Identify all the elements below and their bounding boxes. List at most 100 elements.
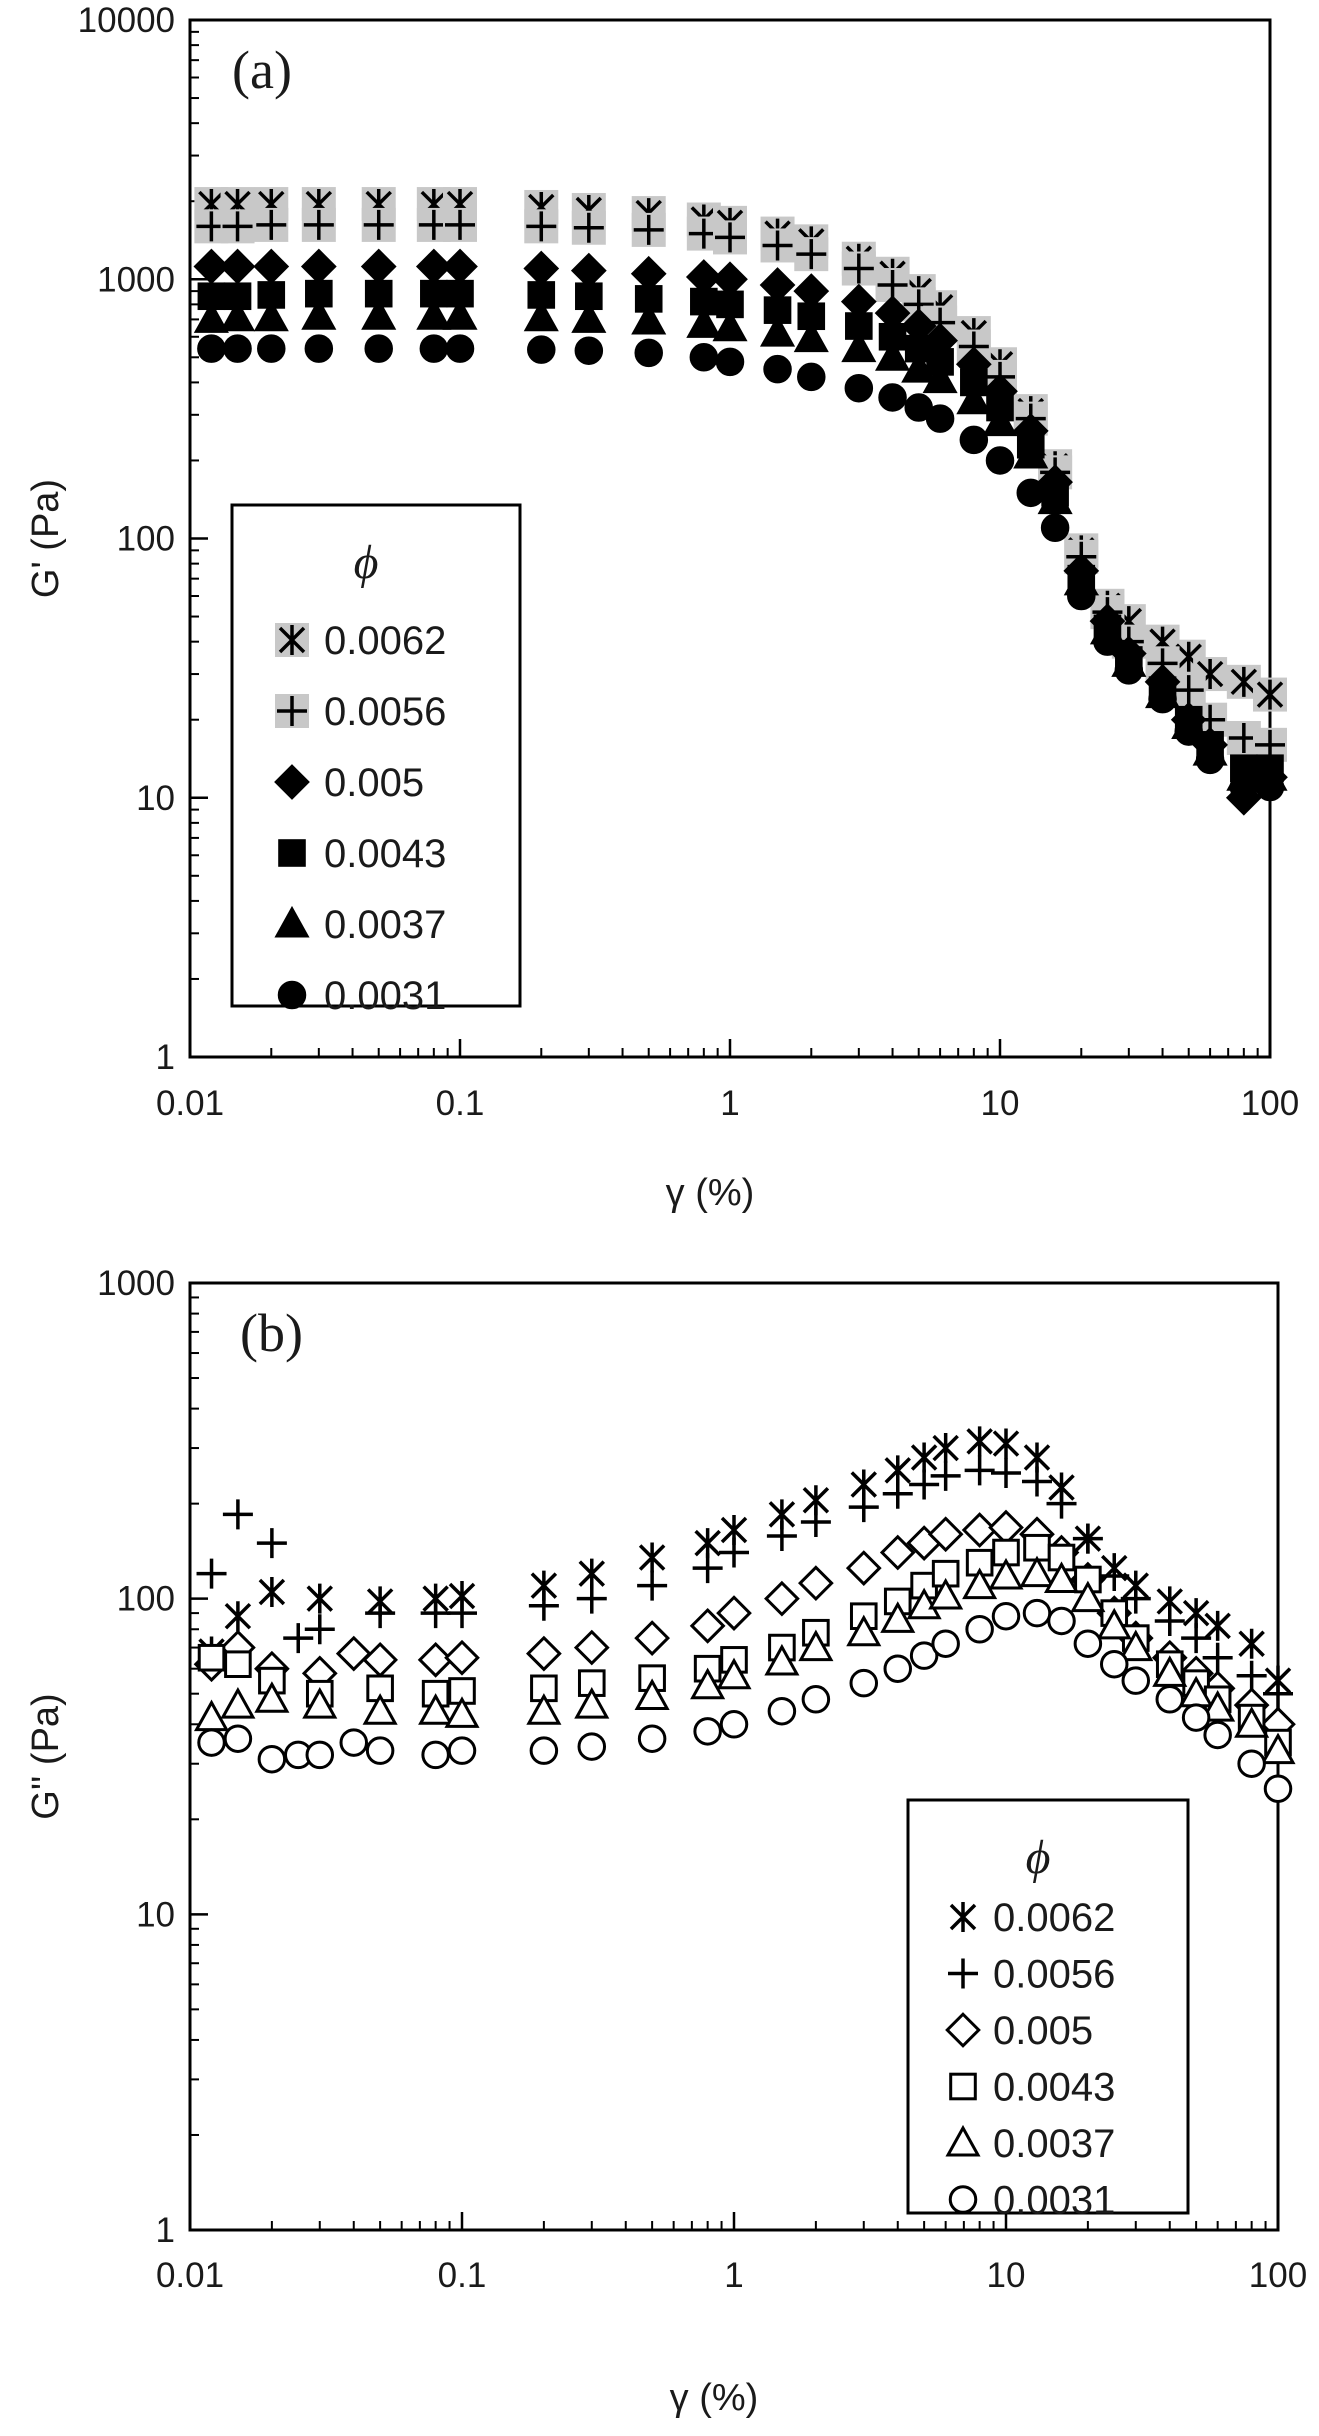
data-point bbox=[301, 298, 337, 330]
legend-entry-label: 0.0043 bbox=[993, 2066, 1115, 2110]
data-point bbox=[883, 1654, 913, 1683]
x-tick-label: 0.01 bbox=[156, 2256, 224, 2295]
data-point bbox=[1181, 1623, 1212, 1654]
y-tick-label: 10 bbox=[136, 1895, 175, 1934]
legend-title: ϕ bbox=[354, 536, 379, 589]
data-point bbox=[362, 1641, 398, 1678]
data-point bbox=[335, 1635, 372, 1672]
legend-title: ϕ bbox=[1026, 1831, 1051, 1884]
legend-entry-label: 0.0056 bbox=[993, 1953, 1115, 1997]
data-point bbox=[1043, 1561, 1080, 1594]
x-tick-label: 1 bbox=[720, 1084, 739, 1123]
data-point bbox=[931, 1629, 960, 1658]
data-point bbox=[1067, 581, 1096, 611]
x-tick-label: 10 bbox=[981, 1084, 1020, 1123]
data-point bbox=[222, 1499, 253, 1530]
data-point bbox=[442, 298, 478, 330]
data-point bbox=[1072, 1523, 1103, 1554]
legend-entry-label: 0.0062 bbox=[324, 619, 446, 663]
data-point bbox=[193, 301, 229, 333]
data-point bbox=[930, 1460, 961, 1491]
data-point bbox=[959, 425, 989, 455]
x-axis-title: γ (%) bbox=[670, 2377, 759, 2419]
chart-panel-a: 1 10 100 1000 10000 0.01 0.1 1 10 100 γ (%) G' (Pa)… bbox=[25, 1, 1299, 1214]
data-point bbox=[305, 1740, 335, 1770]
data-point bbox=[419, 334, 449, 363]
data-point bbox=[1121, 1666, 1151, 1695]
data-point bbox=[962, 1567, 998, 1600]
data-point bbox=[1260, 1732, 1296, 1765]
data-point bbox=[692, 1553, 723, 1584]
data-point bbox=[253, 248, 290, 285]
data-point bbox=[447, 1736, 477, 1765]
data-point bbox=[988, 1557, 1024, 1590]
y-tick-label: 1000 bbox=[97, 1264, 175, 1303]
data-point bbox=[1200, 1690, 1236, 1722]
data-point bbox=[1099, 1649, 1129, 1679]
legend-marker-square bbox=[278, 839, 306, 867]
data-point bbox=[1255, 772, 1285, 802]
series-0.0031 bbox=[197, 1598, 1293, 1803]
data-point bbox=[927, 1516, 964, 1553]
data-point bbox=[1263, 1678, 1293, 1709]
data-point bbox=[844, 373, 874, 403]
data-point bbox=[1114, 656, 1144, 685]
data-point bbox=[417, 1641, 454, 1678]
data-point bbox=[634, 1678, 670, 1710]
data-point bbox=[1047, 1606, 1076, 1636]
data-point bbox=[193, 248, 230, 285]
data-point bbox=[1155, 1685, 1185, 1714]
data-point bbox=[988, 1509, 1024, 1546]
data-point bbox=[447, 1598, 477, 1629]
data-point bbox=[1021, 1466, 1052, 1497]
y-tick-label: 10000 bbox=[78, 1, 175, 40]
data-point bbox=[219, 248, 256, 285]
legend-entry-label: 0.0031 bbox=[324, 974, 446, 1018]
data-point bbox=[528, 1590, 559, 1621]
y-tick-label: 1000 bbox=[97, 260, 175, 299]
data-point bbox=[1120, 1583, 1151, 1614]
legend-marker-square bbox=[949, 2072, 977, 2101]
data-point bbox=[573, 212, 604, 243]
data-point bbox=[846, 1614, 882, 1647]
chart-panel-b: 1 10 100 1000 0.01 0.1 1 10 100 γ (%) G'' (Pa) (b) ϕ… bbox=[25, 1264, 1307, 2419]
y-tick-label: 10 bbox=[136, 779, 175, 818]
x-tick-label: 100 bbox=[1249, 2256, 1307, 2295]
data-point bbox=[574, 336, 604, 365]
data-point bbox=[302, 1687, 338, 1719]
data-point bbox=[767, 1696, 797, 1726]
data-point bbox=[961, 1512, 998, 1548]
data-point bbox=[793, 273, 830, 309]
data-point bbox=[1099, 1560, 1130, 1591]
data-point bbox=[445, 334, 475, 363]
data-point bbox=[1202, 1642, 1233, 1673]
data-point bbox=[985, 446, 1015, 475]
data-point bbox=[849, 1668, 879, 1698]
data-point bbox=[964, 1455, 995, 1486]
data-point bbox=[223, 334, 252, 363]
data-point bbox=[220, 1687, 256, 1719]
data-point bbox=[1263, 1774, 1293, 1803]
data-point bbox=[1148, 684, 1177, 714]
legend: ϕ 0.0062 0.0056 0.005 0.0043 0.0037 0.0031 bbox=[230, 503, 522, 1018]
data-point bbox=[759, 314, 796, 347]
legend-marker-diamond bbox=[274, 764, 310, 800]
data-point bbox=[801, 1685, 831, 1714]
data-point bbox=[880, 1601, 916, 1633]
data-point bbox=[1096, 1607, 1132, 1640]
data-point bbox=[901, 351, 937, 383]
legend-marker-diamond bbox=[945, 2012, 981, 2048]
data-point bbox=[637, 1724, 667, 1753]
data-point bbox=[1237, 1749, 1266, 1778]
data-point bbox=[793, 320, 829, 353]
data-point bbox=[1154, 1605, 1185, 1636]
y-axis-title: G' (Pa) bbox=[25, 479, 67, 598]
data-point bbox=[712, 309, 748, 342]
legend: ϕ 0.0062 0.0056 0.005 0.0043 0.0037 0.0031 bbox=[906, 1798, 1190, 2223]
data-point bbox=[689, 1608, 726, 1644]
data-point bbox=[223, 1724, 253, 1753]
legend-marker-plus bbox=[277, 696, 307, 726]
panel-label: (b) bbox=[240, 1303, 303, 1363]
data-point bbox=[1256, 679, 1284, 710]
legend-box bbox=[230, 503, 522, 1008]
